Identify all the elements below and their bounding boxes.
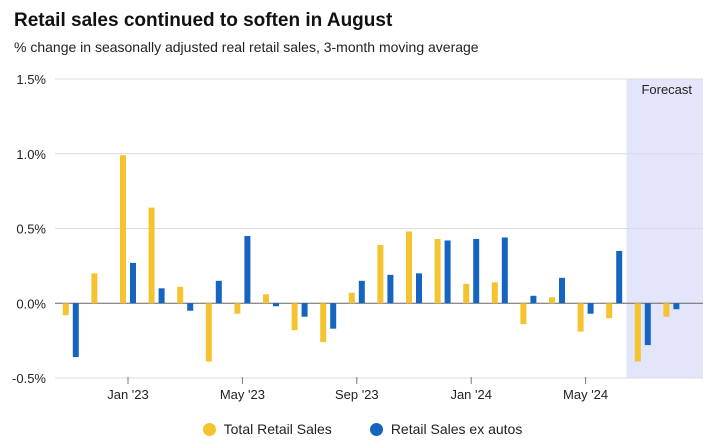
y-tick-label: 0.5% [16,222,46,237]
x-tick-label: Jan '24 [450,387,492,402]
bar-retail-sales-ex-autos-sep-23 [358,280,365,304]
bar-retail-sales-ex-autos-mar-23 [187,303,194,311]
y-tick-label: -0.5% [12,371,46,386]
bar-retail-sales-ex-autos-oct-23 [387,274,394,304]
y-tick-label: 0.0% [16,296,46,311]
bar-total-retail-sales-jun-24 [606,303,613,319]
bar-total-retail-sales-may-24 [577,303,584,332]
bar-retail-sales-ex-autos-nov-23 [416,273,422,304]
bar-retail-sales-ex-autos-may-24 [587,303,594,314]
bar-total-retail-sales-jan-24 [463,283,470,304]
bar-retail-sales-ex-autos-mar-24 [530,295,537,304]
bar-total-retail-sales-apr-23 [205,303,212,362]
bar-retail-sales-ex-autos-apr-24 [559,277,565,304]
bar-total-retail-sales-nov-22 [62,303,69,316]
x-tick-label: Sep '23 [335,387,379,402]
bar-total-retail-sales-apr-24 [549,297,555,304]
legend-swatch-total-retail-sales [202,422,216,436]
bar-total-retail-sales-feb-23 [148,207,155,304]
bar-total-retail-sales-aug-24 [663,303,670,317]
bar-retail-sales-ex-autos-dec-23 [444,240,451,304]
chart-subtitle: % change in seasonally adjusted real ret… [14,39,479,55]
bar-total-retail-sales-oct-23 [377,244,384,304]
bar-total-retail-sales-dec-23 [434,238,441,304]
bar-total-retail-sales-dec-22 [91,273,98,304]
bar-total-retail-sales-jan-23 [120,155,126,304]
bar-total-retail-sales-may-23 [234,303,241,314]
bar-retail-sales-ex-autos-feb-23 [158,288,165,304]
y-tick-label: 1.5% [16,72,46,87]
bar-retail-sales-ex-autos-jul-24 [644,303,651,346]
bar-total-retail-sales-mar-23 [177,286,184,304]
bar-retail-sales-ex-autos-aug-24 [673,303,680,310]
bar-total-retail-sales-sep-23 [348,292,355,304]
bar-chart: Forecast -0.5% 0.0% 0.5% 1.0% 1.5% Jan '23 May… [12,72,703,402]
bar-total-retail-sales-nov-23 [406,231,412,304]
bar-retail-sales-ex-autos-feb-24 [501,237,508,304]
bar-total-retail-sales-jun-23 [263,294,269,304]
bar-retail-sales-ex-autos-aug-23 [330,303,337,329]
bar-total-retail-sales-jul-23 [291,303,298,331]
legend-swatch-retail-sales-ex-autos [369,422,383,436]
legend-label-total-retail-sales: Total Retail Sales [223,421,332,437]
bar-retail-sales-ex-autos-jun-23 [273,303,279,307]
y-tick-label: 1.0% [16,147,46,162]
bar-retail-sales-ex-autos-apr-23 [215,280,222,304]
bar-total-retail-sales-aug-23 [320,303,327,343]
legend: Total Retail Sales Retail Sales ex autos [0,421,725,437]
legend-item-retail-sales-ex-autos[interactable]: Retail Sales ex autos [369,421,523,437]
bar-retail-sales-ex-autos-may-23 [244,235,251,304]
bar-retail-sales-ex-autos-jul-23 [301,303,308,317]
x-tick-label: May '24 [563,387,608,402]
bar-retail-sales-ex-autos-jun-24 [616,250,623,304]
bar-total-retail-sales-feb-24 [491,282,498,304]
chart-title: Retail sales continued to soften in Augu… [14,10,393,31]
bar-total-retail-sales-mar-24 [520,303,527,325]
bar-total-retail-sales-jul-24 [634,303,641,362]
bar-retail-sales-ex-autos-jan-23 [130,262,136,304]
x-tick-label: Jan '23 [107,387,149,402]
bar-retail-sales-ex-autos-nov-22 [72,303,79,358]
forecast-label: Forecast [641,82,692,97]
bar-retail-sales-ex-autos-jan-24 [473,238,480,304]
legend-item-total-retail-sales[interactable]: Total Retail Sales [202,421,332,437]
x-tick-label: May '23 [220,387,265,402]
legend-label-retail-sales-ex-autos: Retail Sales ex autos [390,421,523,437]
